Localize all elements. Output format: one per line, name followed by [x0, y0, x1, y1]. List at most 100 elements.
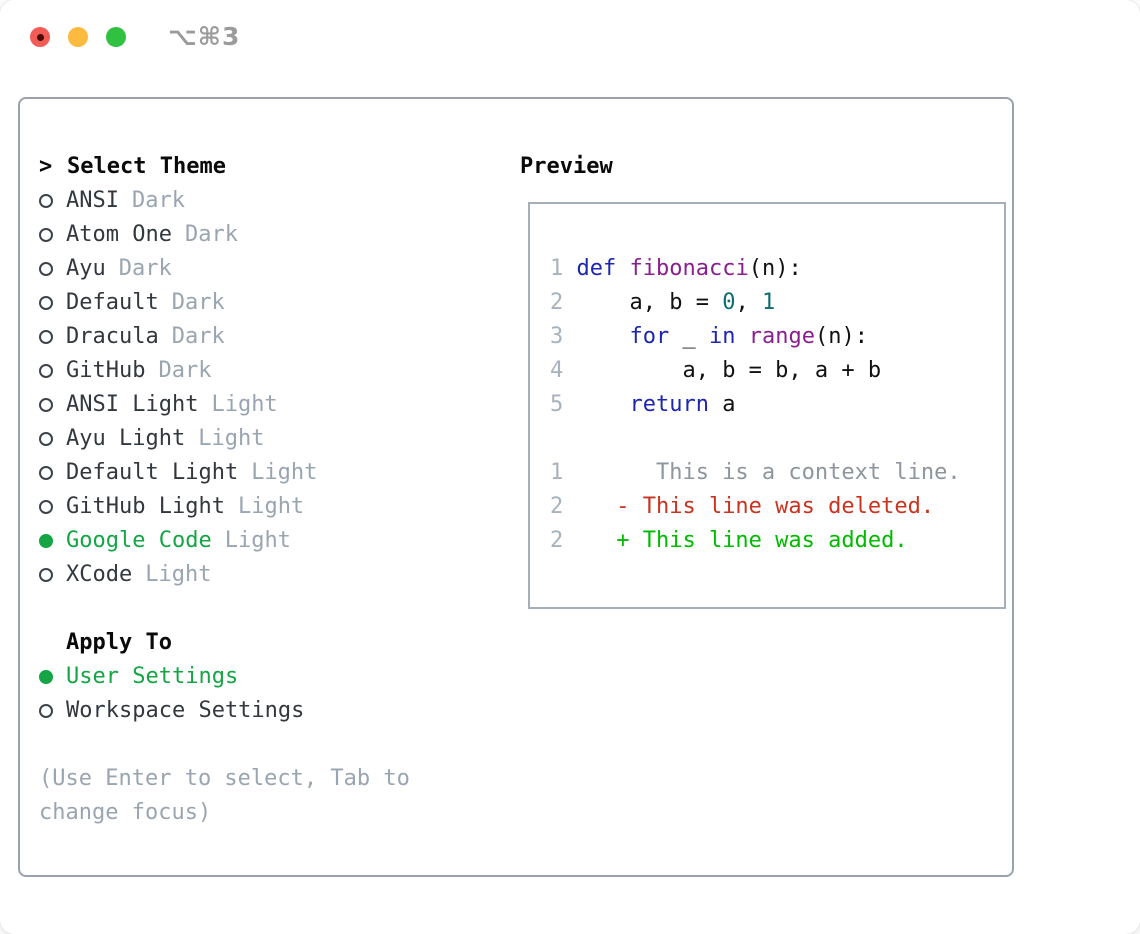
window-title-shortcut: ⌥⌘3 — [168, 22, 241, 51]
radio-unselected-icon — [39, 296, 53, 310]
apply-to-option[interactable]: User Settings — [39, 660, 410, 694]
titlebar: ⌥⌘3 — [0, 0, 1140, 74]
theme-option[interactable]: Default Light Light — [39, 456, 410, 490]
code-segment-ln: 5 — [550, 392, 564, 417]
code-line: 2 + This line was added. — [550, 524, 1004, 558]
radio-selected-icon — [39, 670, 53, 684]
option-label: Ayu Light — [66, 426, 186, 451]
theme-picker-panel: > Select Theme ANSI Dark Atom One Dark Ayu Da… — [18, 97, 1014, 877]
code-line: 4 a, b = b, a + b — [550, 354, 1004, 388]
code-segment-pl: a — [708, 392, 736, 417]
code-line: 2 a, b = 0, 1 — [550, 286, 1004, 320]
focus-caret: > — [39, 154, 53, 179]
spacer — [39, 592, 410, 626]
code-line: 5 return a — [550, 388, 1004, 422]
option-label: ANSI Light — [66, 392, 199, 417]
minimize-button[interactable] — [68, 27, 88, 47]
theme-option[interactable]: Dracula Dark — [39, 320, 410, 354]
option-label: Dracula — [66, 324, 159, 349]
option-label: User Settings — [66, 664, 239, 689]
code-segment-pl: (n): — [748, 256, 802, 281]
option-label: Workspace Settings — [66, 698, 305, 723]
code-segment-pl — [616, 256, 629, 281]
radio-unselected-icon — [39, 398, 53, 412]
select-theme-title: Select Theme — [67, 154, 226, 179]
theme-option[interactable]: Ayu Light Light — [39, 422, 410, 456]
radio-unselected-icon — [39, 704, 53, 718]
radio-unselected-icon — [39, 364, 53, 378]
zoom-button[interactable] — [106, 27, 126, 47]
code-segment-kw: return — [629, 392, 709, 417]
code-segment-pl: , — [735, 290, 762, 315]
theme-option[interactable]: GitHub Light Light — [39, 490, 410, 524]
code-segment-ctx: This is a context line. — [563, 460, 961, 485]
theme-option[interactable]: ANSI Dark — [39, 184, 410, 218]
option-variant-label: Dark — [118, 256, 172, 281]
option-label: ANSI — [66, 188, 119, 213]
code-segment-lit: 1 — [761, 290, 776, 315]
radio-unselected-icon — [39, 432, 53, 446]
code-segment-add: + This line was added. — [563, 528, 908, 553]
apply-to-header: Apply To — [66, 630, 172, 655]
theme-option[interactable]: XCode Light — [39, 558, 410, 592]
radio-unselected-icon — [39, 262, 53, 276]
code-segment-pl: _ — [669, 324, 709, 349]
theme-option[interactable]: ANSI Light Light — [39, 388, 410, 422]
right-pane: Preview 1 def fibonacci(n): 2 a, b = 0, 1… — [520, 150, 1006, 609]
option-label: Google Code — [66, 528, 212, 553]
code-segment-pl — [563, 324, 629, 349]
theme-option[interactable]: Ayu Dark — [39, 252, 410, 286]
help-line: (Use Enter to select, Tab to — [39, 766, 410, 791]
left-pane: > Select Theme ANSI Dark Atom One Dark Ayu Da… — [39, 150, 410, 830]
code-segment-pl: (n): — [814, 324, 868, 349]
theme-option[interactable]: GitHub Dark — [39, 354, 410, 388]
preview-title: Preview — [520, 154, 613, 179]
code-segment-fn: fibonacci — [629, 256, 749, 281]
option-variant-label: Dark — [131, 188, 185, 213]
option-variant-label: Dark — [171, 290, 225, 315]
code-line: 1 This is a context line. — [550, 456, 1004, 490]
theme-option[interactable]: Atom One Dark — [39, 218, 410, 252]
code-segment-pl: a, b = b, a + b — [563, 358, 882, 383]
code-segment-ln: 2 — [550, 494, 564, 519]
radio-unselected-icon — [39, 228, 53, 242]
code-segment-fn: range — [748, 324, 815, 349]
select-theme-header: > Select Theme — [39, 150, 410, 184]
option-variant-label: Light — [237, 494, 305, 519]
code-segment-ln: 2 — [550, 528, 564, 553]
option-variant-label: Light — [198, 426, 265, 451]
option-variant-label: Light — [145, 562, 212, 587]
option-variant-label: Dark — [184, 222, 238, 247]
option-variant-label: Light — [224, 528, 291, 553]
apply-to-list: User Settings Workspace Settings — [39, 660, 410, 728]
code-line: 2 - This line was deleted. — [550, 490, 1004, 524]
code-segment-kw: for — [629, 324, 670, 349]
option-variant-label: Light — [251, 460, 318, 485]
code-segment-kw: in — [708, 324, 736, 349]
theme-option[interactable]: Default Dark — [39, 286, 410, 320]
radio-selected-icon — [39, 534, 53, 548]
close-button[interactable] — [30, 27, 50, 47]
option-label: Default — [66, 290, 159, 315]
code-segment-pl — [563, 256, 576, 281]
code-segment-del: - This line was deleted. — [563, 494, 935, 519]
theme-option[interactable]: Google Code Light — [39, 524, 410, 558]
option-variant-label: Dark — [171, 324, 225, 349]
option-label: XCode — [66, 562, 133, 587]
radio-unselected-icon — [39, 466, 53, 480]
option-variant-label: Light — [211, 392, 278, 417]
option-label: GitHub Light — [66, 494, 225, 519]
code-segment-lit: 0 — [722, 290, 736, 315]
option-label: Atom One — [66, 222, 172, 247]
apply-to-option[interactable]: Workspace Settings — [39, 694, 410, 728]
help-line: change focus) — [39, 800, 212, 825]
code-line: 1 def fibonacci(n): — [550, 252, 1004, 286]
spacer — [39, 728, 410, 762]
code-segment-ln: 4 — [550, 358, 564, 383]
code-segment-ln: 2 — [550, 290, 564, 315]
radio-unselected-icon — [39, 568, 53, 582]
code-segment-pl — [735, 324, 748, 349]
option-variant-label: Dark — [158, 358, 212, 383]
